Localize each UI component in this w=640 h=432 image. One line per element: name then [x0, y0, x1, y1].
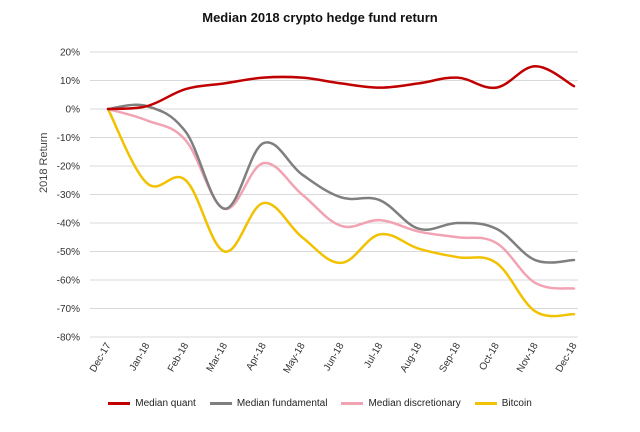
legend-swatch — [474, 402, 497, 405]
x-tick-label: Oct-18 — [477, 341, 502, 373]
legend-label: Bitcoin — [501, 398, 532, 409]
x-tick-label: Jan-18 — [128, 341, 153, 373]
y-tick-label: 10% — [60, 76, 80, 87]
series-line-bitcoin — [106, 107, 576, 318]
y-tick-label: -50% — [57, 247, 80, 258]
y-axis-label: 2018 Return — [38, 132, 50, 193]
legend: Median quant Median fundamental Median dis… — [0, 398, 640, 409]
x-tick-label: Dec-18 — [554, 341, 580, 375]
series-line-median-discretionary — [106, 107, 576, 290]
legend-label: Median fundamental — [236, 398, 328, 409]
legend-swatch — [108, 402, 131, 405]
x-tick-label: Aug-18 — [399, 341, 425, 375]
legend-item: Bitcoin — [474, 398, 532, 409]
x-tick-label: Mar-18 — [205, 341, 231, 374]
y-tick-label: -80% — [57, 333, 80, 344]
y-tick-label: -20% — [57, 162, 80, 173]
y-tick-label: 20% — [60, 48, 80, 59]
x-tick-label: Sep-18 — [437, 341, 463, 375]
y-tick-label: -70% — [57, 304, 80, 315]
series-line-median-quant — [106, 64, 576, 111]
legend-item: Median fundamental — [209, 398, 328, 409]
chart-title: Median 2018 crypto hedge fund return — [202, 10, 438, 25]
legend-item: Median discretionary — [341, 398, 461, 409]
y-tick-label: -10% — [57, 133, 80, 144]
x-tick-label: May-18 — [282, 341, 308, 376]
x-tick-labels: Dec-17 Jan-18 Feb-18 Mar-18 Apr-18 May-18 Jun-… — [88, 341, 580, 376]
y-tick-label: -60% — [57, 276, 80, 287]
legend-swatch — [341, 402, 364, 405]
legend-label: Median quant — [135, 398, 196, 409]
y-tick-label: -40% — [57, 219, 80, 230]
legend-label: Median discretionary — [368, 398, 461, 409]
legend-swatch — [209, 402, 232, 405]
y-tick-label: -30% — [57, 190, 80, 201]
series-lines — [106, 64, 576, 318]
series-line-median-fundamental — [106, 103, 576, 264]
x-tick-label: Apr-18 — [244, 341, 269, 373]
x-tick-label: Feb-18 — [166, 341, 192, 374]
y-tick-label: 0% — [66, 105, 81, 116]
x-tick-label: Dec-17 — [88, 341, 114, 375]
legend-item: Median quant — [108, 398, 196, 409]
x-tick-label: Nov-18 — [515, 341, 541, 375]
y-tick-labels: 20% 10% 0% -10% -20% -30% -40% -50% -60% -70% -80% — [57, 48, 80, 344]
x-tick-label: Jul-18 — [362, 341, 385, 370]
x-tick-label: Jun-18 — [322, 341, 347, 373]
